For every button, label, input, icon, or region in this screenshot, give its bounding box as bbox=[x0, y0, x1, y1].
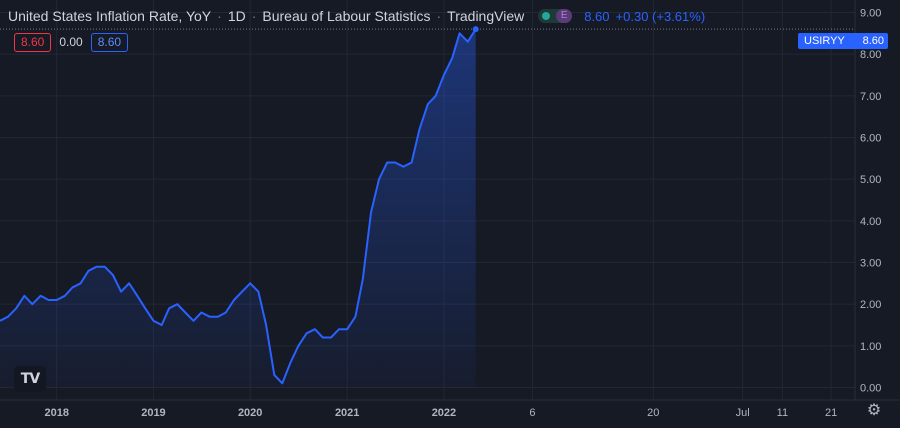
indicator-values-row: 8.60 0.00 8.60 bbox=[14, 32, 129, 52]
time-axis-labels[interactable]: 2018 2019 2020 2021 2022 6 20 Jul 11 21 bbox=[44, 407, 837, 419]
x-tick-label: 2022 bbox=[432, 407, 456, 419]
y-tick-label: 1.00 bbox=[860, 341, 881, 353]
price-axis-labels[interactable]: 0.00 1.00 2.00 3.00 4.00 5.00 6.00 7.00 8.00 9.00 bbox=[860, 8, 881, 395]
last-point-marker bbox=[472, 26, 479, 33]
y-tick-label: 3.00 bbox=[860, 258, 881, 270]
legend-source: Bureau of Labour Statistics bbox=[262, 8, 431, 24]
series-area bbox=[0, 29, 476, 388]
legend-change: +0.30 (+3.61%) bbox=[615, 8, 706, 24]
status-dot-icon bbox=[542, 12, 551, 20]
y-tick-label: 2.00 bbox=[860, 299, 881, 311]
x-tick-label: 11 bbox=[777, 407, 788, 419]
x-tick-label: 2020 bbox=[238, 407, 262, 419]
value-box-red[interactable]: 8.60 bbox=[14, 32, 52, 52]
earnings-icon: E bbox=[556, 9, 573, 23]
y-tick-label: 6.00 bbox=[860, 133, 881, 145]
legend-title: United States Inflation Rate, YoY bbox=[8, 8, 212, 24]
y-tick-label: 5.00 bbox=[860, 174, 881, 186]
tradingview-logo-icon[interactable]: TV bbox=[14, 366, 46, 392]
legend-last-value: 8.60 bbox=[584, 8, 610, 24]
legend-separator: · bbox=[217, 8, 222, 24]
y-tick-label: 7.00 bbox=[860, 91, 881, 103]
y-tick-label: 4.00 bbox=[860, 216, 881, 228]
y-tick-label: 0.00 bbox=[860, 383, 881, 395]
x-tick-label: 2018 bbox=[44, 407, 68, 419]
legend-platform: TradingView bbox=[447, 8, 525, 24]
gear-icon[interactable]: ⚙ bbox=[866, 402, 882, 419]
legend-interval[interactable]: 1D bbox=[227, 8, 246, 24]
chart-legend: United States Inflation Rate, YoY · 1D ·… bbox=[8, 6, 705, 26]
x-tick-label: 21 bbox=[825, 407, 837, 419]
value-plain: 0.00 bbox=[59, 35, 83, 49]
price-tag-symbol: USIRYY bbox=[804, 35, 845, 47]
last-price-tag: USIRYY 8.60 bbox=[798, 33, 888, 49]
x-tick-label: 2019 bbox=[141, 407, 165, 419]
x-tick-label: 2021 bbox=[335, 407, 359, 419]
x-tick-label: 6 bbox=[529, 407, 535, 419]
market-status-toggle[interactable]: E bbox=[538, 9, 573, 23]
y-tick-label: 9.00 bbox=[860, 8, 881, 20]
value-box-blue[interactable]: 8.60 bbox=[90, 32, 129, 52]
x-tick-label: 20 bbox=[647, 407, 659, 419]
x-tick-label: Jul bbox=[736, 407, 750, 419]
series-line bbox=[0, 28, 477, 385]
legend-separator: · bbox=[436, 8, 442, 24]
legend-separator: · bbox=[251, 8, 257, 24]
price-tag-value: 8.60 bbox=[862, 35, 884, 47]
y-tick-label: 8.00 bbox=[860, 49, 881, 61]
